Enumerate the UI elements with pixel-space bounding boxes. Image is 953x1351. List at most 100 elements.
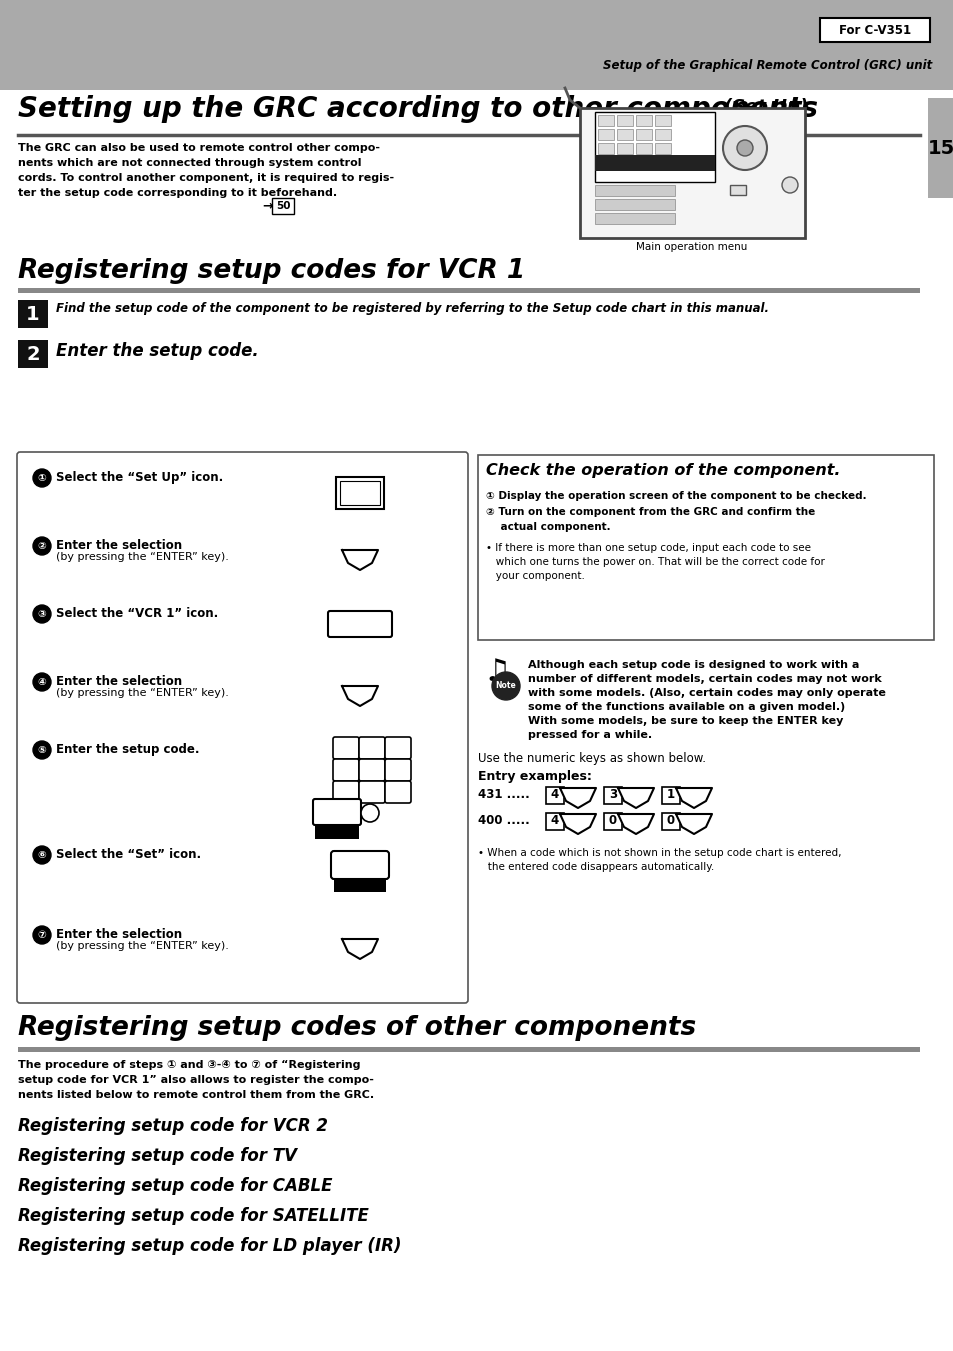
Bar <box>545 813 563 830</box>
Bar <box>617 143 633 154</box>
Text: 400 .....: 400 ..... <box>477 815 529 827</box>
Text: Registering setup code for VCR 2: Registering setup code for VCR 2 <box>18 1117 328 1135</box>
Text: 2: 2 <box>26 345 40 363</box>
Text: 0: 0 <box>608 815 617 828</box>
Bar <box>595 155 714 172</box>
Bar <box>603 788 621 804</box>
Text: ③: ③ <box>37 609 47 619</box>
Bar <box>0 0 953 91</box>
Text: Enter the selection: Enter the selection <box>56 539 182 553</box>
FancyBboxPatch shape <box>385 759 411 781</box>
Text: Enter the selection: Enter the selection <box>56 928 182 942</box>
Bar <box>729 185 745 195</box>
Bar <box>595 185 675 196</box>
Bar <box>595 213 675 224</box>
FancyBboxPatch shape <box>385 781 411 802</box>
Circle shape <box>781 177 797 193</box>
Text: 4: 4 <box>550 815 558 828</box>
Bar <box>655 143 670 154</box>
Text: →: → <box>262 199 273 212</box>
Circle shape <box>33 925 51 944</box>
Text: Enter the selection: Enter the selection <box>56 676 182 688</box>
Bar <box>661 788 679 804</box>
Bar <box>595 199 675 209</box>
Text: The GRC can also be used to remote control other compo-: The GRC can also be used to remote contr… <box>18 143 379 153</box>
Text: Registering setup code for SATELLITE: Registering setup code for SATELLITE <box>18 1206 369 1225</box>
Text: ter the setup code corresponding to it beforehand.: ter the setup code corresponding to it b… <box>18 188 336 199</box>
Circle shape <box>33 673 51 690</box>
Text: Setup of the Graphical Remote Control (GRC) unit: Setup of the Graphical Remote Control (G… <box>602 58 931 72</box>
Circle shape <box>33 605 51 623</box>
Text: (by pressing the “ENTER” key).: (by pressing the “ENTER” key). <box>56 688 229 698</box>
Bar <box>339 481 379 505</box>
Text: nents listed below to remote control them from the GRC.: nents listed below to remote control the… <box>18 1090 374 1100</box>
Circle shape <box>33 740 51 759</box>
Polygon shape <box>559 788 596 808</box>
Text: ⑥: ⑥ <box>37 850 47 861</box>
Bar <box>545 788 563 804</box>
Text: ② Turn on the component from the GRC and confirm the: ② Turn on the component from the GRC and… <box>485 507 815 517</box>
Text: Although each setup code is designed to work with a: Although each setup code is designed to … <box>527 661 859 670</box>
Bar <box>18 340 48 367</box>
Bar <box>335 477 384 509</box>
Bar <box>598 128 614 141</box>
Text: • When a code which is not shown in the setup code chart is entered,: • When a code which is not shown in the … <box>477 848 841 858</box>
Bar <box>661 813 679 830</box>
Text: ④: ④ <box>37 677 47 688</box>
Text: your component.: your component. <box>485 571 584 581</box>
Text: ②: ② <box>37 540 47 551</box>
Text: 50: 50 <box>275 201 290 211</box>
Circle shape <box>33 469 51 486</box>
Bar <box>655 128 670 141</box>
Text: Registering setup codes of other components: Registering setup codes of other compone… <box>18 1015 696 1042</box>
Circle shape <box>722 126 766 170</box>
Bar <box>655 115 670 126</box>
Text: Select the “Set” icon.: Select the “Set” icon. <box>56 848 201 861</box>
FancyBboxPatch shape <box>333 781 358 802</box>
Polygon shape <box>676 788 711 808</box>
FancyBboxPatch shape <box>331 851 389 880</box>
Circle shape <box>33 846 51 865</box>
Text: Note: Note <box>496 681 516 690</box>
Text: Select the “VCR 1” icon.: Select the “VCR 1” icon. <box>56 607 218 620</box>
FancyBboxPatch shape <box>17 453 468 1002</box>
Text: Enter the setup code.: Enter the setup code. <box>56 342 258 359</box>
Text: 4: 4 <box>550 789 558 801</box>
Text: cords. To control another component, it is required to regis-: cords. To control another component, it … <box>18 173 394 182</box>
Text: which one turns the power on. That will be the correct code for: which one turns the power on. That will … <box>485 557 824 567</box>
Text: Registering setup code for CABLE: Registering setup code for CABLE <box>18 1177 333 1196</box>
Polygon shape <box>341 550 377 570</box>
Text: nents which are not connected through system control: nents which are not connected through sy… <box>18 158 361 168</box>
Bar <box>18 300 48 328</box>
Text: setup code for VCR 1” also allows to register the compo-: setup code for VCR 1” also allows to reg… <box>18 1075 374 1085</box>
Text: pressed for a while.: pressed for a while. <box>527 730 652 740</box>
Text: actual component.: actual component. <box>485 521 610 532</box>
Text: Select the “Set Up” icon.: Select the “Set Up” icon. <box>56 471 223 484</box>
Bar <box>598 143 614 154</box>
Bar <box>579 108 804 238</box>
Text: Entry examples:: Entry examples: <box>477 770 591 784</box>
Polygon shape <box>341 686 377 707</box>
Bar <box>927 99 953 199</box>
Bar <box>636 115 651 126</box>
Text: number of different models, certain codes may not work: number of different models, certain code… <box>527 674 881 684</box>
Bar <box>617 115 633 126</box>
Text: 1: 1 <box>666 789 675 801</box>
Text: Main operation menu: Main operation menu <box>636 242 747 253</box>
Text: Setting up the GRC according to other components: Setting up the GRC according to other co… <box>18 95 817 123</box>
Bar <box>334 878 386 892</box>
Text: • If there is more than one setup code, input each code to see: • If there is more than one setup code, … <box>485 543 810 553</box>
Circle shape <box>360 804 378 821</box>
FancyBboxPatch shape <box>333 759 358 781</box>
Text: (by pressing the “ENTER” key).: (by pressing the “ENTER” key). <box>56 942 229 951</box>
Bar <box>272 199 294 213</box>
Text: (Set Up): (Set Up) <box>723 99 807 116</box>
Bar <box>820 18 929 42</box>
Text: (by pressing the “ENTER” key).: (by pressing the “ENTER” key). <box>56 553 229 562</box>
Polygon shape <box>676 815 711 834</box>
Bar <box>636 128 651 141</box>
Text: the entered code disappears automatically.: the entered code disappears automaticall… <box>477 862 714 871</box>
Circle shape <box>492 671 519 700</box>
Text: Use the numeric keys as shown below.: Use the numeric keys as shown below. <box>477 753 705 765</box>
Text: Find the setup code of the component to be registered by referring to the Setup : Find the setup code of the component to … <box>56 303 768 315</box>
